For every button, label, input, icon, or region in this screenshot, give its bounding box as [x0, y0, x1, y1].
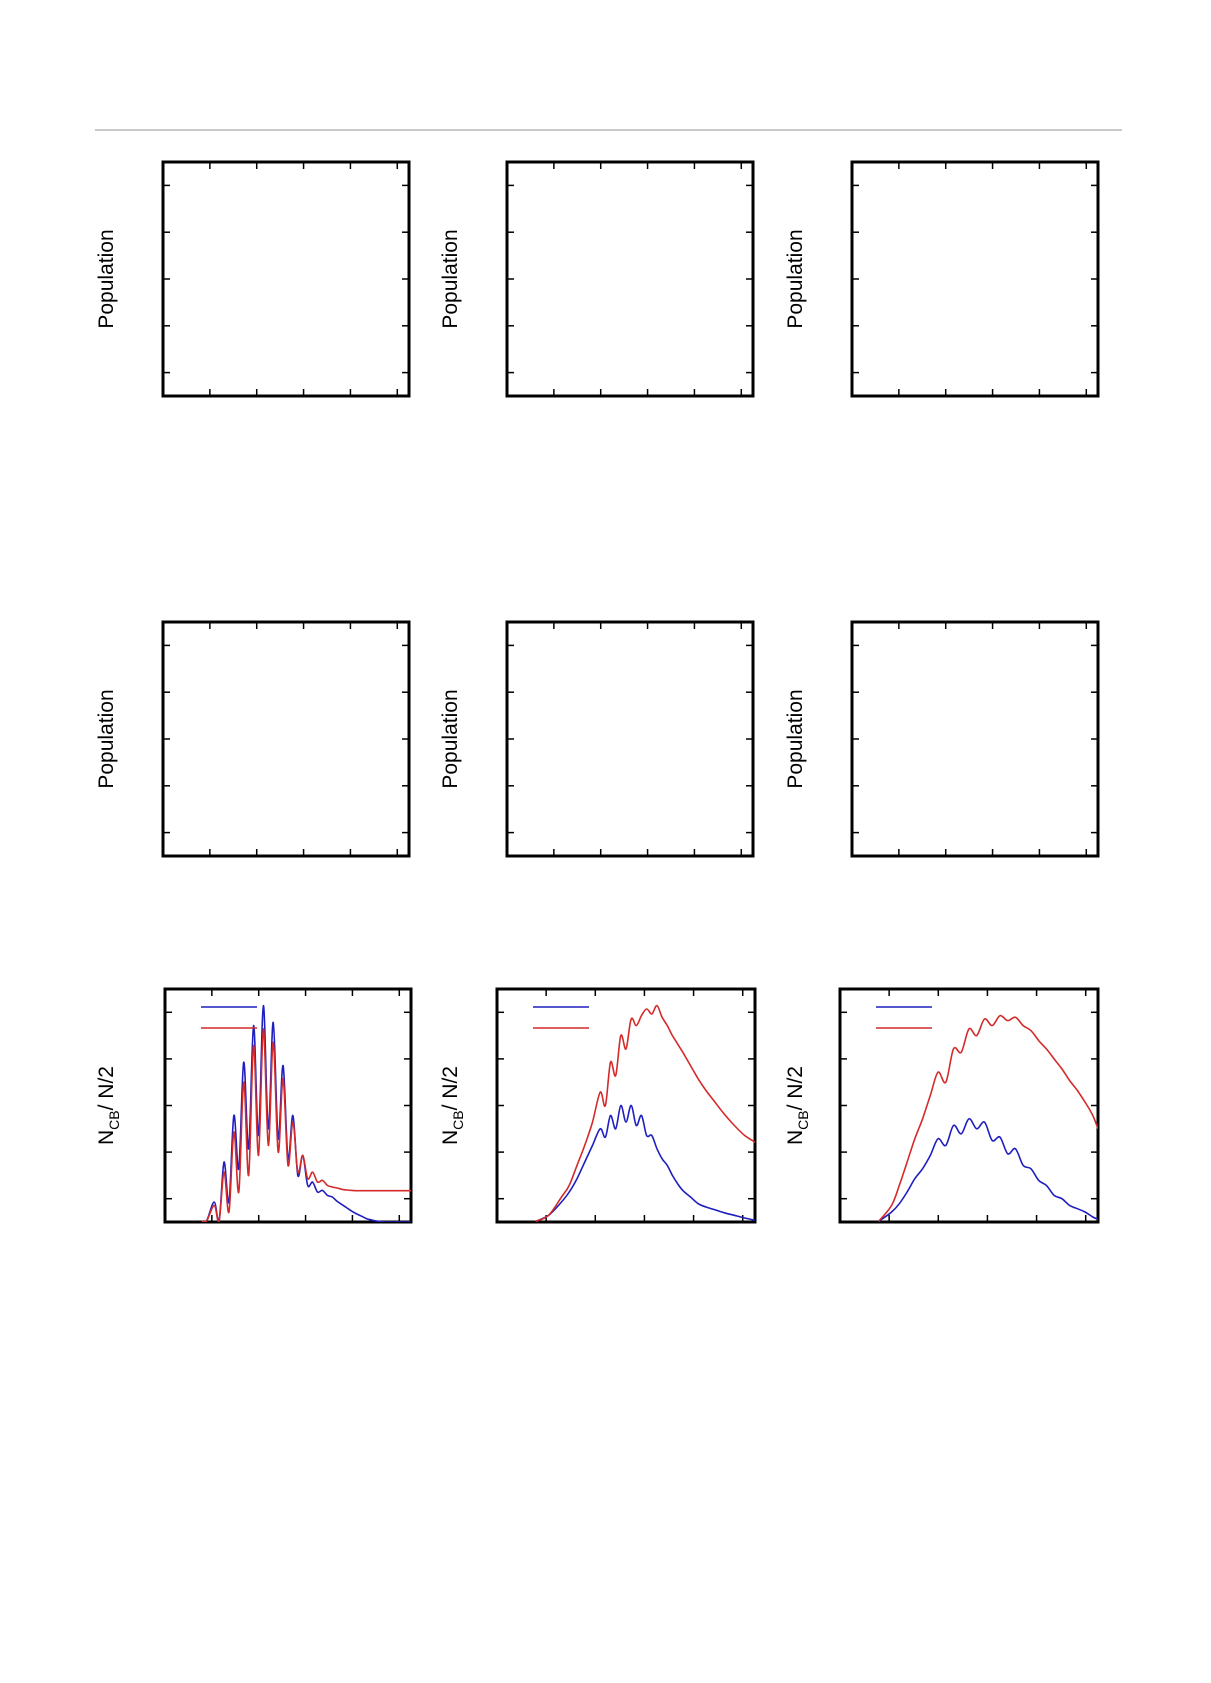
y-axis-label-sub: CB	[795, 1110, 811, 1129]
y-axis-label-main: N	[439, 1130, 462, 1145]
y-axis-label-rest: / N/2	[439, 1066, 462, 1110]
y-axis-label: NCB/ N/2	[95, 1066, 122, 1145]
y-axis-label: Population	[439, 229, 462, 328]
panel-frame	[850, 160, 1100, 398]
y-axis-label: Population	[784, 689, 807, 788]
series-line-1	[878, 1118, 1098, 1222]
panel-frame	[161, 160, 411, 398]
panel-3: Population	[784, 160, 1100, 398]
page-rule	[95, 129, 1122, 131]
panel-frame	[505, 620, 755, 858]
y-axis-label: Population	[784, 229, 807, 328]
y-axis-label: Population	[95, 689, 118, 788]
y-axis-label: NCB/ N/2	[784, 1066, 811, 1145]
y-axis-label-rest: / N/2	[784, 1066, 807, 1110]
series-line-1	[535, 1104, 755, 1222]
y-axis-label-sub: CB	[106, 1110, 122, 1129]
y-axis-label: NCB/ N/2	[439, 1066, 466, 1145]
panel-5: Population	[439, 620, 755, 858]
y-axis-label-sub: CB	[450, 1110, 466, 1129]
series-line-2	[535, 1004, 755, 1222]
panel-8: NCB/ N/2	[439, 987, 757, 1224]
panel-frame	[838, 987, 1100, 1224]
panel-7: NCB/ N/2	[95, 987, 413, 1224]
panel-frame	[850, 620, 1100, 858]
y-axis-label: Population	[439, 689, 462, 788]
panel-frame	[161, 620, 411, 858]
series-line-1	[201, 1004, 411, 1222]
panel-6: Population	[784, 620, 1100, 858]
series-line-2	[878, 1014, 1098, 1222]
y-axis-label-rest: / N/2	[95, 1066, 118, 1110]
panel-4: Population	[95, 620, 411, 858]
panel-9: NCB/ N/2	[784, 987, 1100, 1224]
panel-frame	[495, 987, 757, 1224]
panel-frame	[163, 987, 413, 1224]
y-axis-label: Population	[95, 229, 118, 328]
y-axis-label-main: N	[784, 1130, 807, 1145]
panel-2: Population	[439, 160, 755, 398]
y-axis-label-main: N	[95, 1130, 118, 1145]
panel-frame	[505, 160, 755, 398]
series-line-2	[201, 1028, 411, 1222]
panel-1: Population	[95, 160, 411, 398]
